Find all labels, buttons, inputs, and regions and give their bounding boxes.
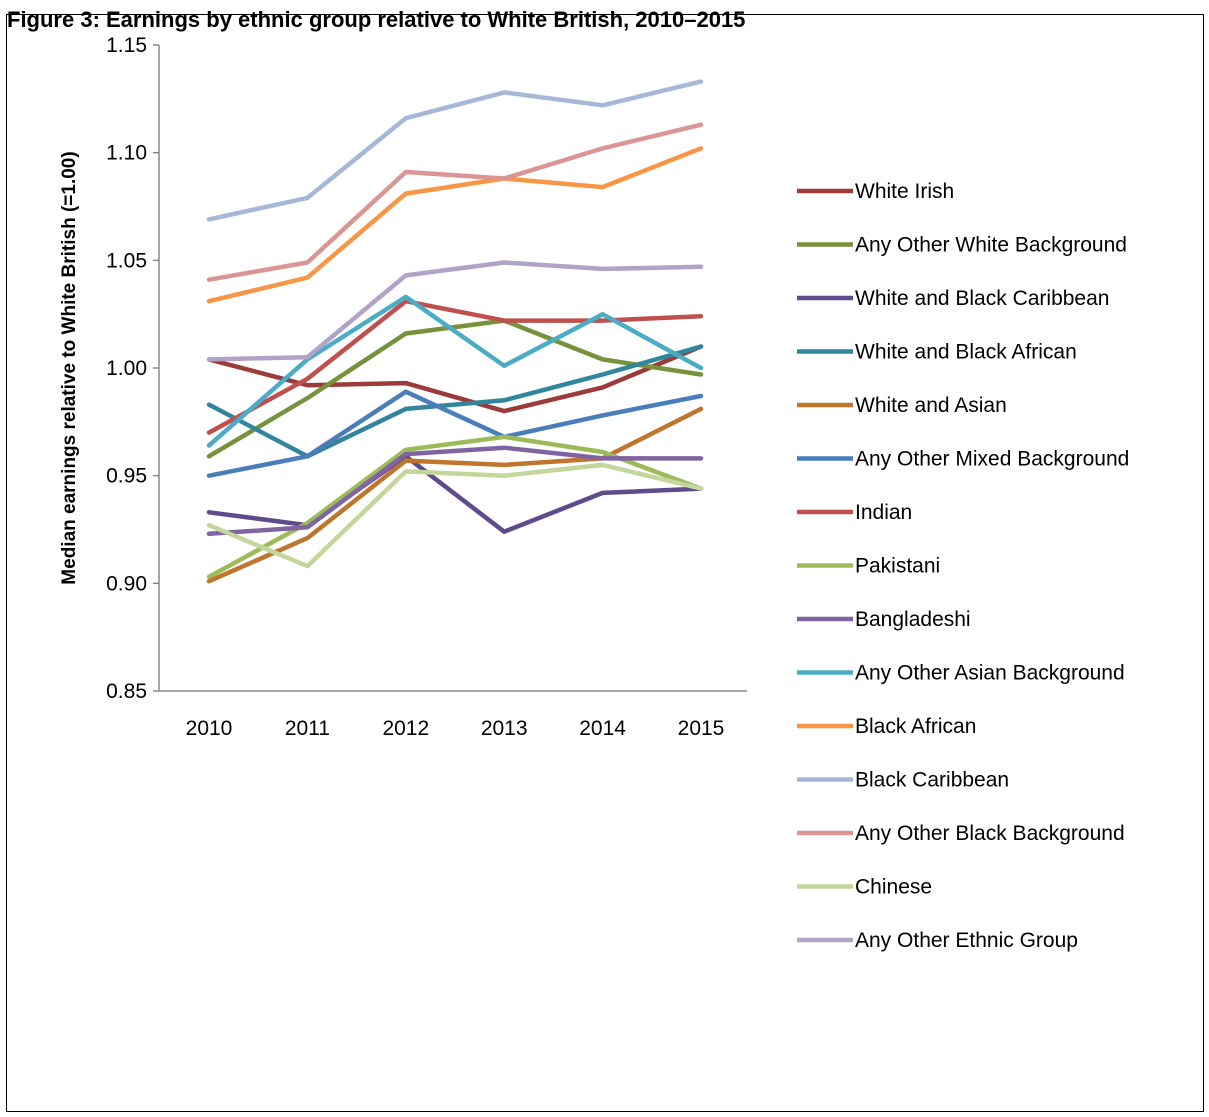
legend-label: Any Other Black Background <box>855 822 1125 845</box>
series-line-any-other-white-background <box>206 318 704 459</box>
legend-label: White and Asian <box>855 394 1007 417</box>
legend-label: Pakistani <box>855 555 940 578</box>
legend-label: Any Other Asian Background <box>855 662 1125 685</box>
legend-label: Any Other Ethnic Group <box>855 929 1078 952</box>
axes: 0.85 0.90 0.95 1.00 1.05 1.10 1.15 2010 2011 2012… <box>59 34 747 740</box>
y-axis-label: Median earnings relative to White Britis… <box>59 151 80 584</box>
x-tick-label: 2012 <box>382 717 429 740</box>
series-line-black-african <box>206 146 704 304</box>
y-tick-label: 1.15 <box>106 34 147 57</box>
legend-label: Any Other White Background <box>855 234 1127 257</box>
series-lines <box>206 79 704 584</box>
legend-label: Chinese <box>855 876 932 899</box>
series-line-any-other-ethnic-group <box>206 260 704 362</box>
y-tick-label: 0.90 <box>106 572 147 595</box>
x-tick-label: 2014 <box>579 717 626 740</box>
series-line-indian <box>206 298 704 435</box>
y-tick-label: 1.10 <box>106 142 147 165</box>
y-tick-label: 1.05 <box>106 249 147 272</box>
y-tick-label: 0.85 <box>106 680 147 703</box>
series-line-white-and-black-african <box>206 344 704 459</box>
x-tick-label: 2010 <box>186 717 233 740</box>
x-tick-label: 2015 <box>678 717 725 740</box>
x-tick-label: 2013 <box>481 717 528 740</box>
legend-label: White Irish <box>855 180 954 203</box>
line-chart: 0.85 0.90 0.95 1.00 1.05 1.10 1.15 2010 2011 2012… <box>59 34 1129 952</box>
legend-label: White and Black Caribbean <box>855 287 1109 310</box>
legend-label: Black Caribbean <box>855 769 1009 792</box>
series-line-any-other-asian-background <box>206 294 704 448</box>
series-line-white-and-asian <box>206 406 704 584</box>
y-tick-label: 0.95 <box>106 465 147 488</box>
legend-label: Indian <box>855 501 912 524</box>
legend-label: Bangladeshi <box>855 608 971 631</box>
page-title: Figure 3: Earnings by ethnic group relat… <box>7 7 746 32</box>
series-line-bangladeshi <box>206 445 704 537</box>
series-line-black-caribbean <box>206 79 704 222</box>
legend-label: Any Other Mixed Background <box>855 448 1129 471</box>
legend: White Irish Any Other White Background Whi… <box>797 180 1129 952</box>
series-line-chinese <box>206 462 704 569</box>
legend-label: Black African <box>855 715 976 738</box>
series-line-any-other-mixed-background <box>206 389 704 478</box>
series-line-any-other-black-background <box>206 122 704 282</box>
chart-frame: Figure 3: Earnings by ethnic group relat… <box>6 7 1204 1112</box>
y-tick-label: 1.00 <box>106 357 147 380</box>
x-tick-label: 2011 <box>285 717 330 740</box>
legend-label: White and Black African <box>855 341 1077 364</box>
series-line-white-and-black-caribbean <box>206 454 704 534</box>
series-line-white-irish <box>206 344 704 414</box>
